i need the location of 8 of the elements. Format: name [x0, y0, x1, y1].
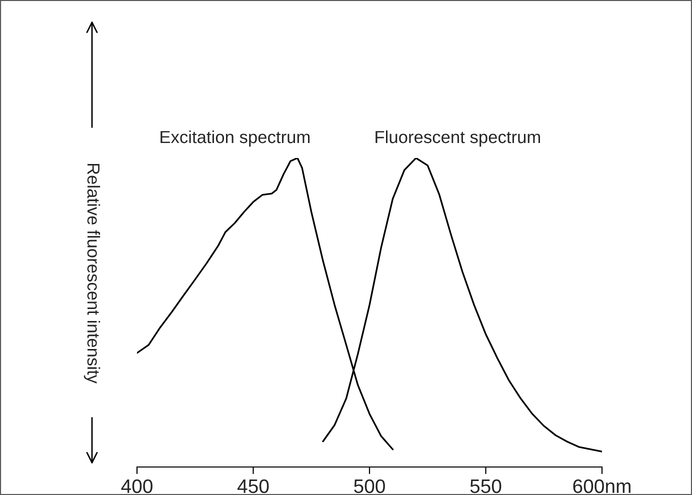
x-tick-label: 550	[470, 479, 502, 494]
y-axis-title: Relative fluorescent intensity	[84, 164, 100, 384]
series-label: Excitation spectrum	[160, 130, 310, 147]
x-tick-label: 400	[121, 479, 152, 494]
x-tick-label: 500	[354, 479, 385, 494]
text: Fluorescent spectrum	[376, 130, 540, 147]
x-tick-label: 450	[237, 479, 269, 494]
x-tick-label: 600nm	[573, 479, 630, 494]
